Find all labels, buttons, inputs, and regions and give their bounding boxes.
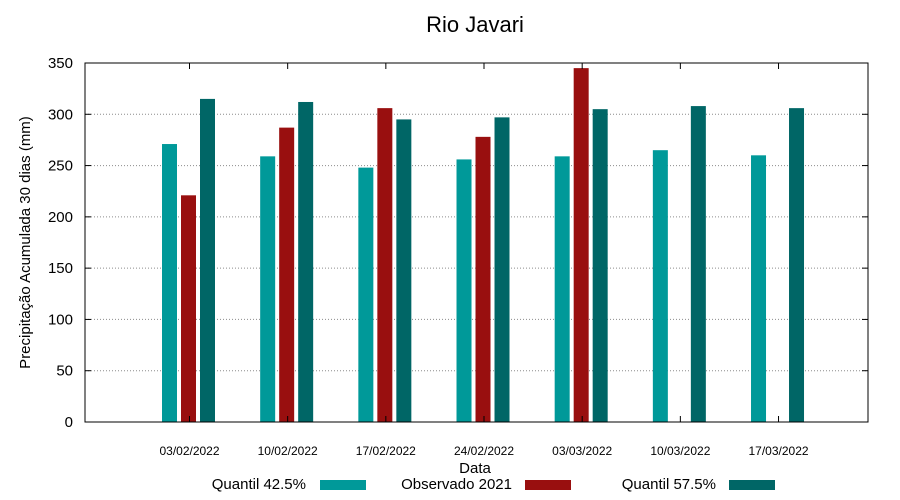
- chart-title: Rio Javari: [426, 12, 524, 37]
- y-axis-label: Precipitação Acumulada 30 dias (mm): [17, 116, 34, 369]
- x-axis-ticks: 03/02/2022 10/02/2022 17/02/2022 24/02/2022…: [159, 63, 809, 458]
- x-tick-label: 10/03/2022: [650, 444, 710, 458]
- legend: Quantil 42.5% Observado 2021 Quantil 57.5%: [212, 476, 775, 493]
- x-tick-label: 03/03/2022: [552, 444, 612, 458]
- y-tick-label: 200: [48, 209, 73, 226]
- bar: [377, 108, 393, 422]
- y-tick-label: 0: [65, 414, 73, 431]
- bar: [592, 109, 608, 423]
- bar: [554, 156, 570, 422]
- bar: [260, 156, 276, 422]
- x-tick-label: 24/02/2022: [454, 444, 514, 458]
- bar: [298, 101, 314, 422]
- x-tick-label: 10/02/2022: [258, 444, 318, 458]
- bar: [573, 68, 589, 422]
- bar: [475, 136, 491, 422]
- legend-label: Observado 2021: [401, 476, 512, 493]
- y-axis-ticks: 0 50 100 150 200 250 300 350: [48, 55, 868, 431]
- legend-label: Quantil 42.5%: [212, 476, 306, 493]
- y-tick-label: 100: [48, 311, 73, 328]
- bar: [200, 98, 215, 423]
- plot-frame: [84, 62, 869, 423]
- bar: [652, 150, 668, 422]
- legend-swatch: [525, 480, 571, 490]
- bar: [456, 159, 472, 422]
- y-tick-label: 50: [56, 363, 73, 380]
- bar: [751, 155, 767, 423]
- bar: [396, 119, 412, 423]
- y-tick-label: 150: [48, 260, 73, 277]
- bar: [279, 127, 295, 423]
- bar: [181, 195, 196, 422]
- legend-swatch: [729, 480, 775, 490]
- x-tick-label: 17/02/2022: [356, 444, 416, 458]
- bar: [494, 117, 510, 422]
- bar: [162, 144, 177, 422]
- legend-label: Quantil 57.5%: [622, 476, 716, 493]
- legend-swatch: [320, 480, 366, 490]
- x-tick-label: 03/02/2022: [159, 444, 219, 458]
- bar: [789, 108, 805, 422]
- y-tick-label: 250: [48, 158, 73, 175]
- bars: [162, 68, 805, 423]
- x-tick-label: 17/03/2022: [748, 444, 808, 458]
- bar: [358, 167, 374, 422]
- x-axis-label: Data: [459, 460, 491, 477]
- y-tick-label: 300: [48, 106, 73, 123]
- y-tick-label: 350: [48, 55, 73, 72]
- bar: [690, 106, 706, 422]
